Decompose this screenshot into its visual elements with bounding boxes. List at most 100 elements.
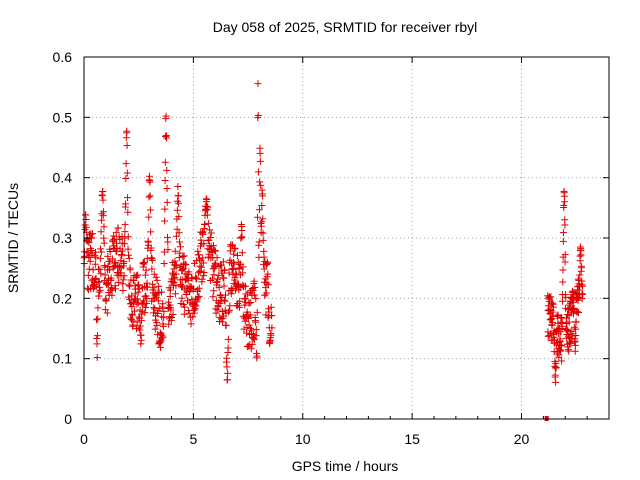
data-point [238, 227, 246, 235]
data-point [160, 307, 168, 315]
data-point [221, 266, 229, 274]
data-point [576, 257, 584, 265]
y-axis-label: SRMTID / TECUs [5, 183, 21, 293]
data-point [175, 229, 183, 237]
data-point [250, 336, 258, 344]
data-point [252, 332, 260, 340]
data-point [175, 199, 183, 207]
data-point [213, 254, 221, 262]
x-tick-label: 15 [404, 431, 420, 447]
data-point [556, 328, 564, 336]
data-point [122, 160, 130, 168]
data-point [238, 249, 246, 257]
data-point [94, 304, 102, 312]
data-point [255, 238, 263, 246]
data-point [566, 331, 574, 339]
data-point [256, 157, 264, 165]
data-point [265, 308, 273, 316]
data-point [146, 178, 154, 186]
data-point [561, 221, 569, 229]
data-point [101, 306, 109, 314]
data-point [560, 229, 567, 237]
data-point [120, 258, 128, 266]
y-tick-label: 0.4 [53, 170, 73, 186]
data-point [247, 299, 255, 307]
data-point [163, 166, 171, 174]
data-point [152, 273, 160, 281]
data-point [253, 352, 261, 360]
data-point [86, 257, 94, 265]
data-point [119, 287, 127, 295]
data-point [96, 286, 104, 294]
data-point [171, 257, 179, 265]
data-point [251, 284, 259, 292]
data-point [161, 217, 169, 225]
data-point [197, 263, 205, 271]
data-point [563, 326, 571, 334]
data-point [92, 274, 100, 282]
y-tick-label: 0.5 [53, 109, 73, 125]
y-tick-label: 0 [64, 411, 72, 427]
data-point [225, 269, 233, 277]
data-point [151, 325, 159, 333]
data-point [154, 297, 162, 305]
data-point [203, 196, 211, 204]
data-point [169, 311, 177, 319]
data-point [167, 306, 175, 314]
data-point [107, 274, 115, 282]
data-point [220, 296, 228, 304]
data-point [221, 291, 229, 299]
data-point [153, 276, 161, 284]
data-point [247, 324, 255, 332]
data-point [240, 325, 248, 333]
data-point [93, 340, 101, 348]
data-point [552, 364, 560, 372]
data-point [259, 236, 267, 244]
data-point [548, 318, 556, 326]
data-point [172, 270, 180, 278]
data-point [159, 300, 167, 308]
data-point [571, 347, 579, 355]
data-point [544, 292, 552, 300]
data-point [193, 275, 201, 283]
data-point [143, 295, 151, 303]
data-point [574, 286, 582, 294]
data-point [579, 290, 587, 298]
data-point [140, 259, 148, 267]
data-point [220, 274, 228, 282]
data-point [161, 158, 169, 166]
data-point [85, 253, 93, 261]
data-point [121, 234, 129, 242]
data-point [267, 331, 275, 339]
data-point [235, 303, 243, 311]
data-point [106, 266, 114, 274]
data-point [189, 313, 197, 321]
data-point [122, 200, 130, 208]
data-point [97, 248, 105, 256]
data-point [264, 281, 272, 289]
data-point [237, 233, 245, 241]
data-point [209, 242, 217, 250]
data-point [204, 203, 212, 211]
data-point [252, 318, 260, 326]
data-point [178, 294, 186, 302]
data-point [155, 282, 163, 290]
data-point [224, 335, 232, 343]
data-point [171, 290, 179, 298]
data-point [244, 315, 252, 323]
data-point [567, 339, 575, 347]
data-point [85, 265, 93, 273]
data-point [579, 282, 587, 290]
data-point [185, 268, 193, 276]
data-point [136, 322, 144, 330]
data-point [171, 247, 179, 255]
data-point [572, 332, 580, 340]
data-point [192, 302, 200, 310]
data-point [124, 245, 132, 253]
data-point [178, 266, 186, 274]
data-point [196, 255, 203, 263]
data-point [103, 309, 111, 317]
data-point [577, 251, 585, 259]
data-point [557, 342, 565, 350]
data-point [173, 262, 181, 270]
